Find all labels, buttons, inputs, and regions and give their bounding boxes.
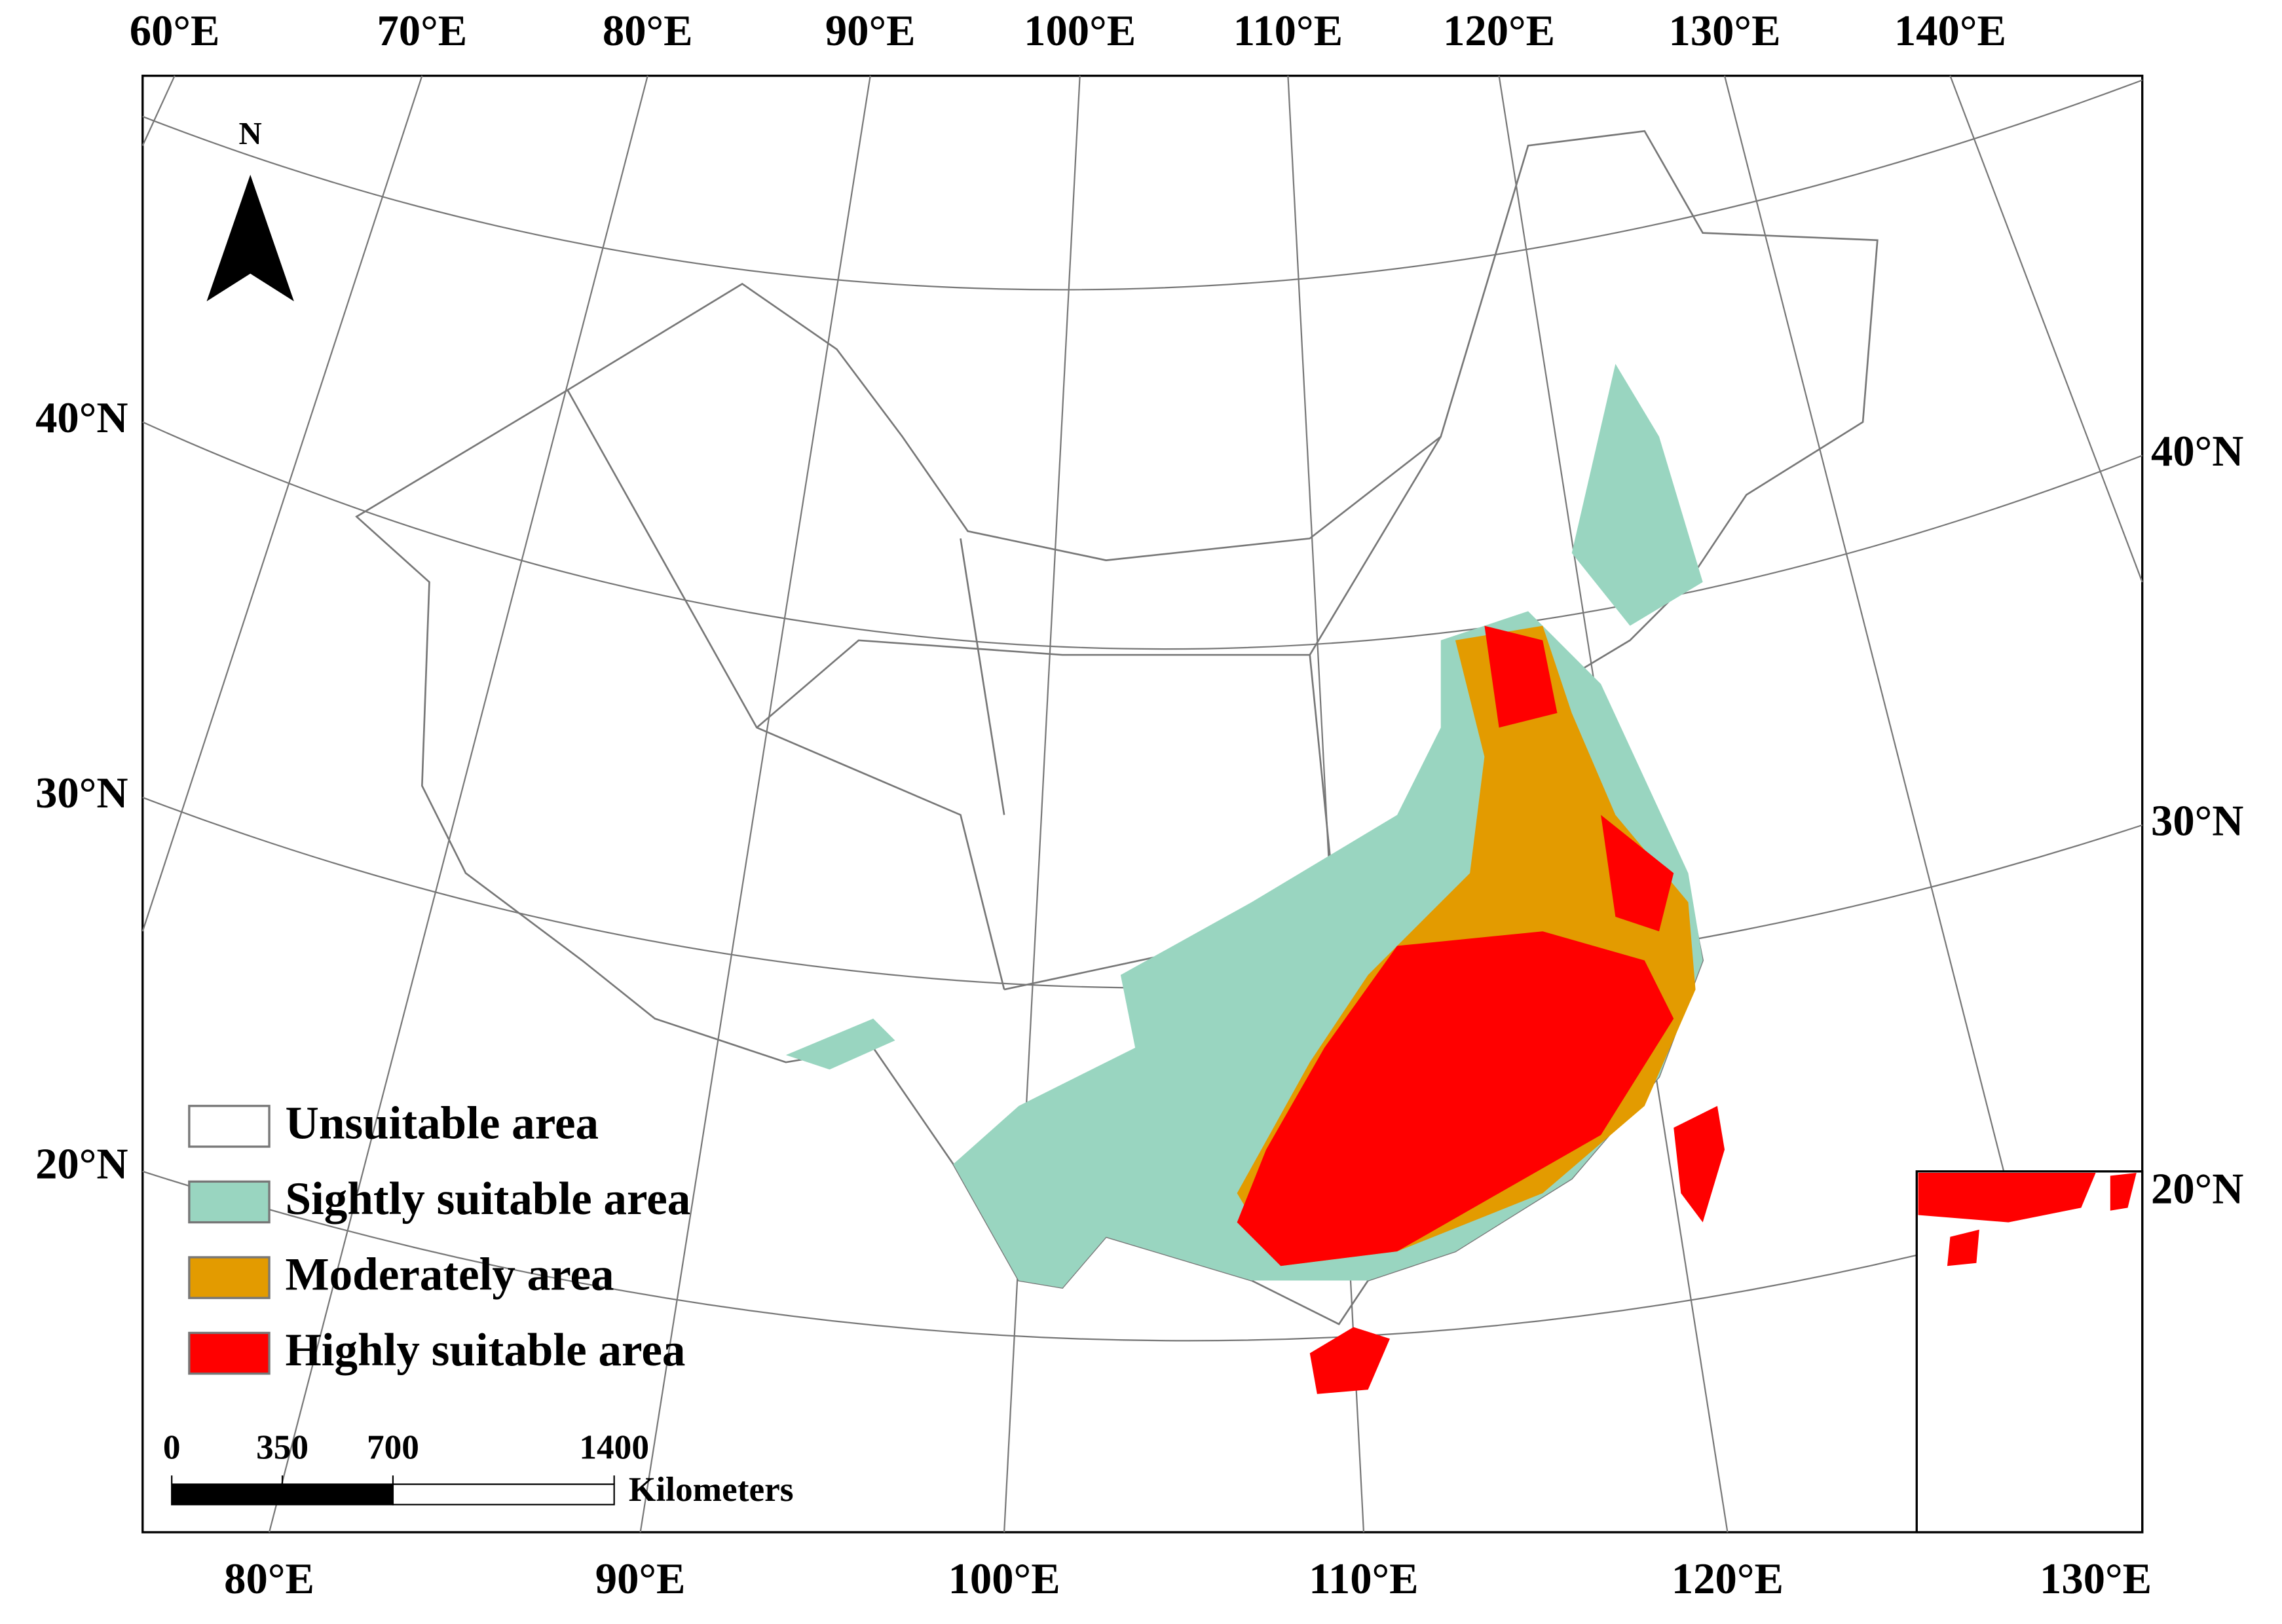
longitude-label: 80°E [224, 1555, 314, 1603]
longitude-label: 90°E [595, 1555, 686, 1603]
legend: Unsuitable area Sightly suitable area Mode… [188, 1098, 690, 1376]
meridian [268, 75, 648, 1533]
meridian [141, 75, 423, 932]
latitude-label: 20°N [2151, 1165, 2243, 1213]
legend-label: Sightly suitable area [285, 1173, 690, 1225]
meridian [1003, 75, 1081, 1532]
legend-swatch [188, 1105, 271, 1148]
coordinate-labels: 60°E 70°E 80°E 90°E 100°E 110°E 120°E 130°E 140°… [35, 7, 2243, 1603]
latitude-label: 30°N [35, 769, 128, 817]
meridian [141, 75, 176, 146]
meridian [1949, 75, 2143, 583]
longitude-label: 120°E [1443, 7, 1555, 55]
slightly-suitable-region [785, 363, 1703, 1070]
map-frame [141, 75, 2144, 1534]
graticule [141, 75, 2143, 1533]
longitude-label: 100°E [948, 1555, 1060, 1603]
north-arrow [206, 174, 294, 302]
parallel [142, 79, 2143, 291]
longitude-label: 120°E [1672, 1555, 1784, 1603]
scale-segment [171, 1483, 394, 1505]
latitude-label: 40°N [2151, 428, 2243, 475]
parallel [142, 1170, 2143, 1342]
parallel [142, 421, 2143, 650]
north-label: N [239, 115, 262, 151]
legend-label: Highly suitable area [285, 1325, 685, 1376]
legend-label: Moderately area [285, 1249, 614, 1301]
scale-segment [392, 1483, 615, 1505]
inset-map [1915, 1170, 2144, 1534]
latitude-label: 30°N [2151, 797, 2243, 845]
legend-swatch [188, 1331, 271, 1375]
legend-swatch [188, 1180, 271, 1224]
longitude-label: 70°E [377, 7, 467, 55]
suitability-layer [785, 363, 1725, 1394]
meridian [1287, 75, 1365, 1532]
scale-tick-label: 1400 [579, 1428, 649, 1467]
legend-swatch [188, 1256, 271, 1299]
latitude-label: 40°N [35, 394, 128, 442]
scale-unit: Kilometers [629, 1469, 794, 1509]
scale-tick-label: 350 [256, 1428, 309, 1467]
highly-suitable-region [1237, 625, 1725, 1394]
longitude-label: 100°E [1024, 7, 1136, 55]
legend-label: Unsuitable area [285, 1098, 599, 1149]
longitude-label: 110°E [1309, 1555, 1418, 1603]
longitude-label: 130°E [1668, 7, 1780, 55]
longitude-label: 60°E [130, 7, 220, 55]
inset-highly-suitable [1918, 1173, 2137, 1266]
longitude-label: 80°E [603, 7, 693, 55]
inset-frame [1915, 1170, 2144, 1534]
longitude-label: 130°E [2040, 1555, 2152, 1603]
longitude-label: 140°E [1894, 7, 2006, 55]
scale-tick-label: 700 [367, 1428, 419, 1467]
latitude-label: 20°N [35, 1141, 128, 1189]
meridian [639, 75, 871, 1533]
longitude-label: 90°E [825, 7, 916, 55]
longitude-label: 110°E [1233, 7, 1343, 55]
scale-tick-label: 0 [163, 1428, 181, 1467]
